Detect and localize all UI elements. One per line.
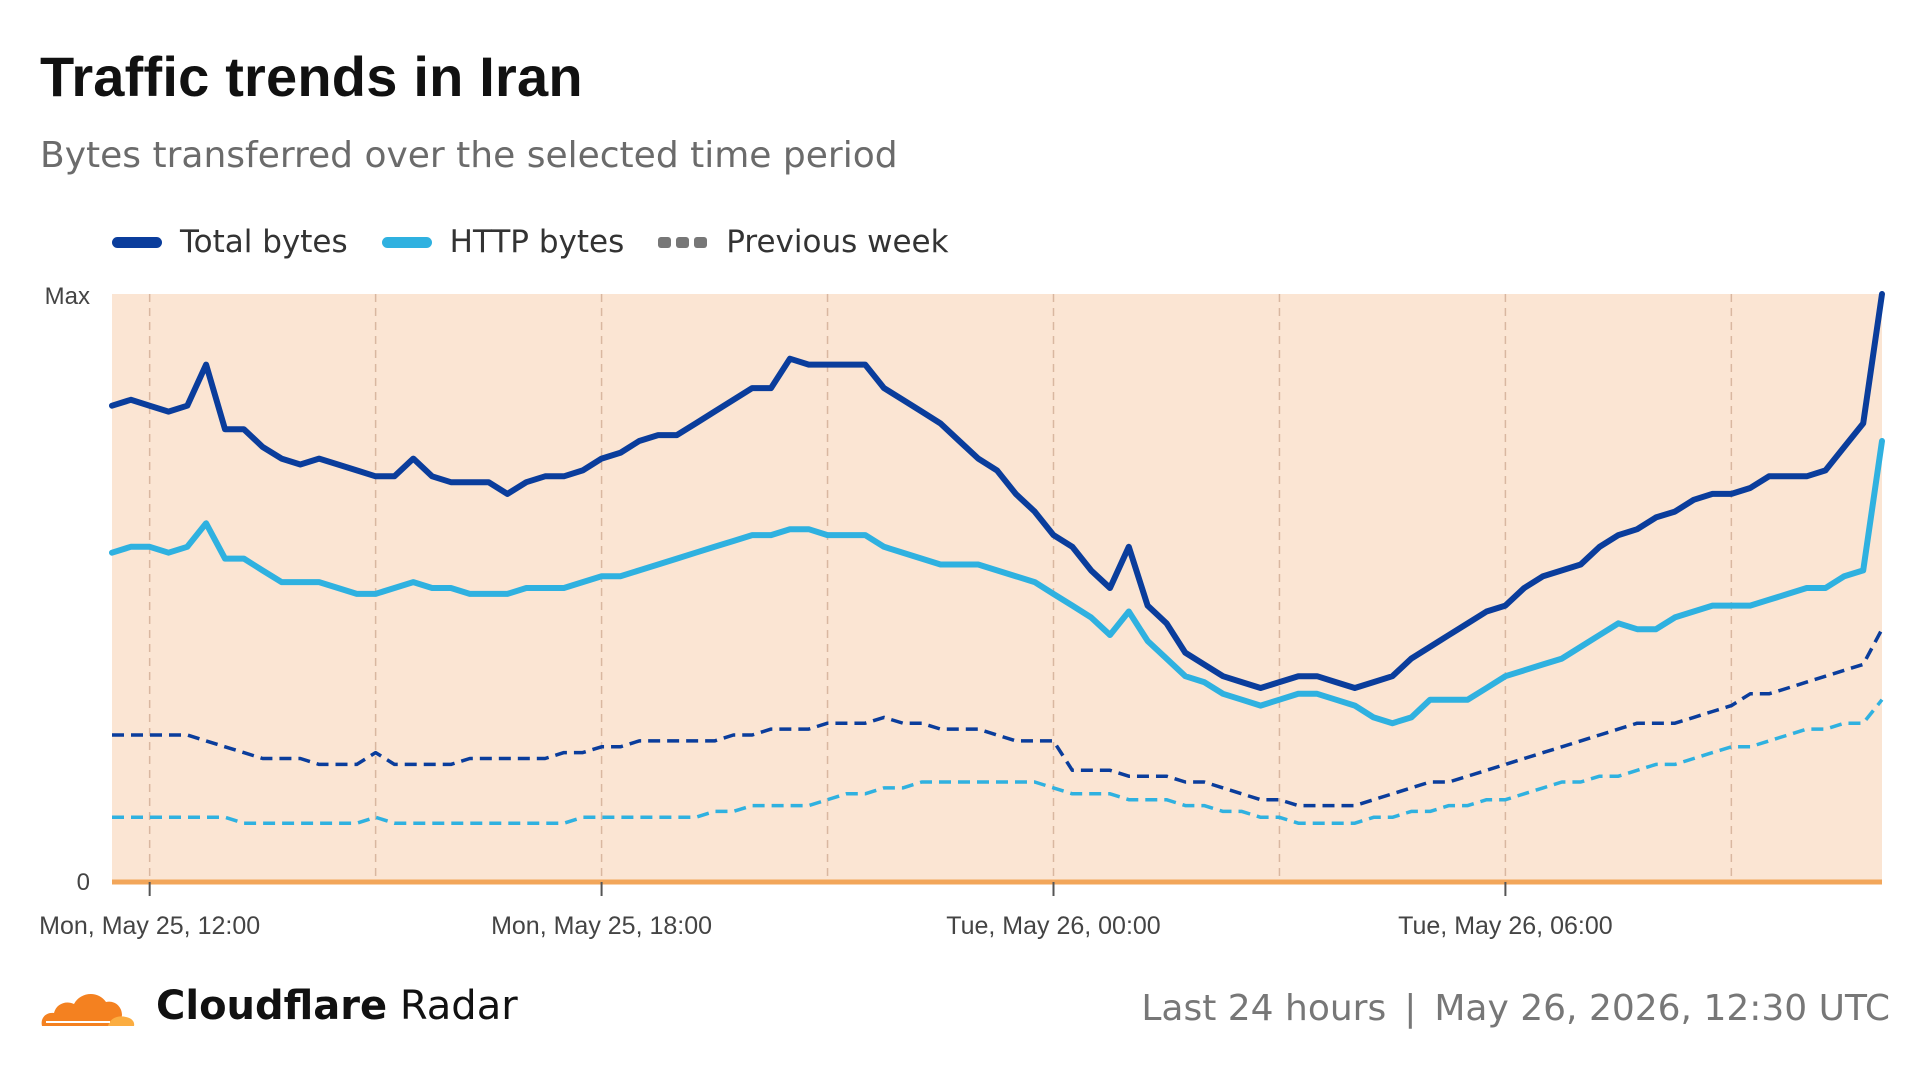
legend-swatch-previous-week xyxy=(658,236,708,248)
series-group xyxy=(109,291,1885,825)
legend-label: Total bytes xyxy=(180,224,348,260)
brand-name: Cloudflare Radar xyxy=(156,983,518,1029)
cloudflare-radar-logo[interactable]: Cloudflare Radar xyxy=(36,982,518,1030)
y-tick-label-zero: 0 xyxy=(77,869,90,896)
legend-swatch-total xyxy=(112,236,162,248)
x-tick-label: Tue, May 26, 06:00 xyxy=(1398,912,1612,940)
cloudflare-logo-icon xyxy=(41,993,135,1026)
legend: Total bytes HTTP bytes Previous week xyxy=(112,224,983,260)
legend-swatch-http xyxy=(381,236,432,248)
chart-subtitle: Bytes transferred over the selected time… xyxy=(40,135,898,176)
legend-label: Previous week xyxy=(726,224,949,260)
line-chart: Max 0 Mon, May 25, 12:00 Mon, May 25, 18:… xyxy=(39,283,1885,940)
period-label: Last 24 hours xyxy=(1141,988,1387,1029)
footer-meta: Last 24 hours | May 26, 2026, 12:30 UTC xyxy=(1141,988,1890,1029)
x-tick-label: Mon, May 25, 12:00 xyxy=(39,912,260,940)
timestamp: May 26, 2026, 12:30 UTC xyxy=(1434,988,1890,1029)
legend-item-total[interactable]: Total bytes xyxy=(112,224,348,260)
legend-item-http[interactable]: HTTP bytes xyxy=(381,224,625,260)
legend-item-previous-week[interactable]: Previous week xyxy=(658,224,949,260)
series-line-previous-week-dashed[interactable] xyxy=(112,698,1884,825)
series-line-http-bytes[interactable] xyxy=(109,438,1885,727)
series-line-previous-week-dashed[interactable] xyxy=(112,628,1884,808)
y-tick-label-max: Max xyxy=(45,283,90,310)
x-tick-labels: Mon, May 25, 12:00 Mon, May 25, 18:00 Tue,… xyxy=(39,882,1613,940)
series-line-total-bytes[interactable] xyxy=(109,291,1885,691)
x-tick-label: Mon, May 25, 18:00 xyxy=(491,912,712,940)
x-tick-label: Tue, May 26, 00:00 xyxy=(946,912,1160,940)
grid-lines xyxy=(148,294,1733,882)
separator: | xyxy=(1404,988,1417,1029)
chart-title: Traffic trends in Iran xyxy=(40,45,583,108)
legend-label: HTTP bytes xyxy=(449,224,625,260)
plot-area xyxy=(112,294,1882,882)
